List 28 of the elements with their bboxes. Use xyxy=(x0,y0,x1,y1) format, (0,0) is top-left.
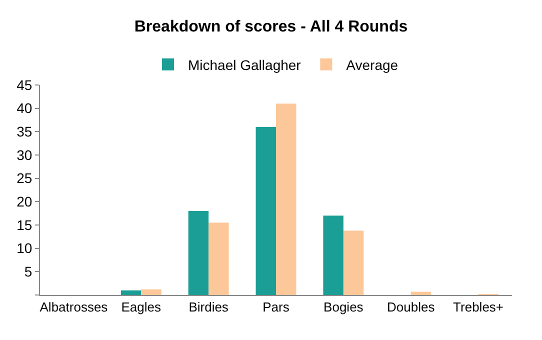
chart-title: Breakdown of scores - All 4 Rounds xyxy=(134,18,408,36)
bar xyxy=(343,230,364,295)
y-tick-label: 25 xyxy=(16,170,32,186)
y-tick-label: 35 xyxy=(16,124,32,140)
x-tick-label: Bogies xyxy=(324,300,364,315)
x-tick-label: Birdies xyxy=(188,300,229,315)
y-tick-label: 30 xyxy=(16,146,32,163)
bar xyxy=(120,290,142,295)
x-tick-label: Albatrosses xyxy=(40,300,108,315)
y-tick-label: 20 xyxy=(16,194,32,210)
x-tick-label: Eagles xyxy=(121,300,162,315)
x-tick-label: Pars xyxy=(262,300,290,315)
y-tick-label: 45 xyxy=(16,76,32,93)
bar xyxy=(141,289,162,295)
bar xyxy=(256,127,276,295)
legend-label: Michael Gallagher xyxy=(188,56,302,73)
bar xyxy=(410,292,432,295)
y-tick-label: 40 xyxy=(16,100,32,116)
x-tick-label: Doubles xyxy=(387,300,436,315)
y-tick-label: 5 xyxy=(24,264,32,280)
y-tick-label: 10 xyxy=(16,240,32,256)
legend-label: Average xyxy=(346,56,398,73)
x-tick-label: Trebles+ xyxy=(453,300,504,315)
bar xyxy=(208,222,229,295)
bar xyxy=(188,211,209,295)
bar xyxy=(276,104,296,295)
y-tick-label: 15 xyxy=(16,216,32,233)
bar xyxy=(323,216,344,295)
